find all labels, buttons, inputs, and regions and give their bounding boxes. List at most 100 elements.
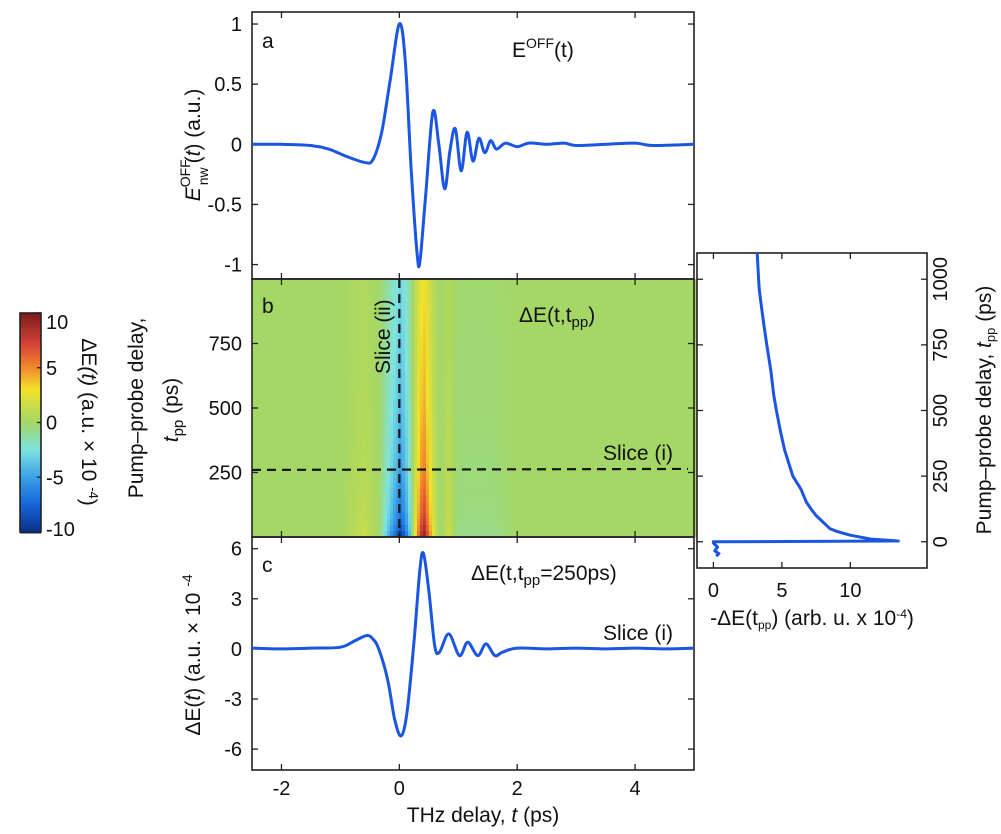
heatmap-cell [522,351,526,358]
heatmap-cell [474,417,478,424]
heatmap-cell [609,321,613,328]
heatmap-cell [690,399,694,406]
heatmap-cell [591,345,595,352]
heatmap-cell [432,375,436,382]
heatmap-cell [315,369,319,376]
heatmap-cell [396,387,400,394]
heatmap-cell [321,465,325,472]
heatmap-cell [432,453,436,460]
heatmap-cell [540,447,544,454]
heatmap-cell [615,417,619,424]
heatmap-cell [636,315,640,322]
heatmap-cell [297,453,301,460]
heatmap-cell [669,345,673,352]
heatmap-cell [390,459,394,466]
heatmap-cell [507,351,511,358]
heatmap-cell [345,315,349,322]
heatmap-cell [609,357,613,364]
heatmap-cell [612,447,616,454]
heatmap-cell [570,429,574,436]
heatmap-cell [294,321,298,328]
heatmap-cell [678,381,682,388]
heatmap-cell [663,459,667,466]
heatmap-cell [423,471,427,478]
heatmap-cell [345,369,349,376]
heatmap-cell [504,429,508,436]
heatmap-cell [603,309,607,316]
heatmap-cell [282,339,286,346]
heatmap-cell [690,327,694,334]
heatmap-cell [627,447,631,454]
heatmap-cell [558,411,562,418]
heatmap-cell [606,315,610,322]
heatmap-cell [297,327,301,334]
heatmap-cell [528,453,532,460]
heatmap-cell [486,339,490,346]
heatmap-cell [432,285,436,292]
heatmap-cell [615,387,619,394]
heatmap-cell [405,363,409,370]
heatmap-cell [675,297,679,304]
heatmap-cell [483,441,487,448]
heatmap-cell [687,411,691,418]
heatmap-cell [639,459,643,466]
heatmap-cell [651,333,655,340]
heatmap-cell [435,393,439,400]
heatmap-cell [675,357,679,364]
heatmap-cell [423,375,427,382]
heatmap-cell [351,381,355,388]
heatmap-cell [564,477,568,484]
heatmap-cell [543,303,547,310]
heatmap-cell [459,369,463,376]
heatmap-cell [330,333,334,340]
heatmap-cell [378,357,382,364]
heatmap-cell [561,333,565,340]
heatmap-cell [324,387,328,394]
heatmap-cell [258,435,262,442]
heatmap-cell [372,453,376,460]
heatmap-cell [501,369,505,376]
heatmap-cell [318,453,322,460]
heatmap-cell [663,345,667,352]
heatmap-cell [579,441,583,448]
heatmap-cell [528,399,532,406]
heatmap-cell [630,369,634,376]
heatmap-cell [360,387,364,394]
heatmap-cell [432,441,436,448]
heatmap-cell [264,285,268,292]
heatmap-cell [573,459,577,466]
heatmap-cell [330,477,334,484]
heatmap-cell [489,309,493,316]
heatmap-cell [294,459,298,466]
heatmap-cell [447,447,451,454]
heatmap-cell [495,297,499,304]
heatmap-cell [390,297,394,304]
heatmap-cell [273,315,277,322]
heatmap-cell [447,363,451,370]
heatmap-cell [435,459,439,466]
heatmap-cell [357,279,361,286]
heatmap-cell [441,375,445,382]
heatmap-cell [288,297,292,304]
heatmap-cell [675,405,679,412]
heatmap-cell [414,309,418,316]
heatmap-cell [537,429,541,436]
heatmap-cell [591,459,595,466]
heatmap-cell [462,405,466,412]
heatmap-cell [417,309,421,316]
heatmap-cell [687,315,691,322]
heatmap-cell [603,417,607,424]
heatmap-cell [273,387,277,394]
heatmap-cell [366,303,370,310]
heatmap-cell [624,441,628,448]
heatmap-cell [351,291,355,298]
heatmap-cell [363,321,367,328]
heatmap-cell [540,285,544,292]
heatmap-cell [294,393,298,400]
heatmap-cell [690,429,694,436]
heatmap-cell [597,411,601,418]
heatmap-cell [645,339,649,346]
heatmap-cell [630,429,634,436]
heatmap-cell [411,417,415,424]
heatmap-cell [336,447,340,454]
